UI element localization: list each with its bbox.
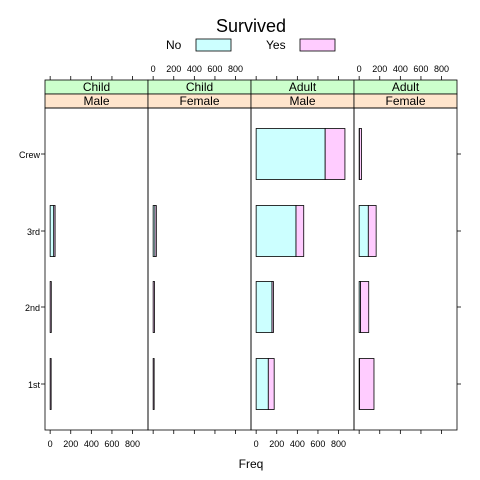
bar-yes-1st (49, 358, 52, 410)
x-tick-label: 0 (254, 439, 259, 449)
legend-label-yes: Yes (266, 38, 286, 52)
bar-yes-crew (324, 128, 346, 180)
x-tick-label: 800 (228, 64, 243, 74)
bar-yes-1st (267, 358, 275, 410)
x-tick-label: 200 (269, 439, 284, 449)
strip-age-label: Adult (392, 80, 420, 94)
x-tick-label: 800 (331, 439, 346, 449)
bar-no-3rd (358, 205, 369, 257)
x-tick-label: 400 (187, 64, 202, 74)
x-tick-label: 400 (290, 439, 305, 449)
x-tick-label: 800 (125, 439, 140, 449)
bar-yes-2nd (152, 281, 155, 333)
bar-yes-1st (359, 358, 375, 410)
x-tick-label: 0 (151, 64, 156, 74)
y-tick-label-2nd: 2nd (25, 303, 40, 313)
panel-frame (353, 107, 458, 431)
x-tick-label: 400 (393, 64, 408, 74)
x-tick-label: 800 (434, 64, 449, 74)
bar-yes-crew (359, 128, 362, 180)
y-tick-label-1st: 1st (28, 380, 41, 390)
legend: No Yes (166, 38, 336, 52)
legend-swatch-yes (299, 38, 336, 52)
bar-no-crew (255, 128, 326, 180)
x-tick-label: 400 (84, 439, 99, 449)
y-axis-labels: 1st 2nd 3rd Crew (19, 150, 41, 390)
bar-no-2nd (255, 281, 273, 333)
bar-yes-3rd (367, 205, 377, 257)
strip-age-label: Adult (289, 80, 317, 94)
bar-no-3rd (49, 205, 55, 257)
bar-yes-2nd (360, 281, 370, 333)
bar-no-1st (255, 358, 269, 410)
strip-age-label: Child (186, 80, 213, 94)
bar-no-3rd (255, 205, 297, 257)
bar-yes-3rd (154, 205, 157, 257)
bar-yes-2nd (49, 281, 52, 333)
strip-age-label: Child (83, 80, 110, 94)
strip-sex-label: Female (385, 94, 425, 108)
panel-frame (44, 107, 149, 431)
x-tick-label: 600 (207, 64, 222, 74)
x-tick-label: 600 (104, 439, 119, 449)
strip-sex-label: Female (179, 94, 219, 108)
y-tick-label-crew: Crew (19, 150, 41, 160)
x-tick-label: 200 (372, 64, 387, 74)
bar-yes-1st (152, 358, 155, 410)
x-axis-label: Freq (239, 457, 264, 471)
bar-yes-3rd (295, 205, 305, 257)
y-tick-label-3rd: 3rd (27, 227, 40, 237)
panel-frame (147, 107, 252, 431)
x-tick-label: 600 (310, 439, 325, 449)
strip-sex-label: Male (83, 94, 109, 108)
x-tick-label: 200 (166, 64, 181, 74)
x-tick-label: 0 (357, 64, 362, 74)
strip-sex-label: Male (289, 94, 315, 108)
legend-swatch-no (195, 38, 232, 52)
x-tick-label: 0 (48, 439, 53, 449)
bar-yes-2nd (271, 281, 274, 333)
x-tick-label: 200 (63, 439, 78, 449)
chart-title: Survived (216, 16, 286, 36)
legend-label-no: No (166, 38, 182, 52)
x-tick-label: 600 (413, 64, 428, 74)
bar-yes-3rd (53, 205, 56, 257)
